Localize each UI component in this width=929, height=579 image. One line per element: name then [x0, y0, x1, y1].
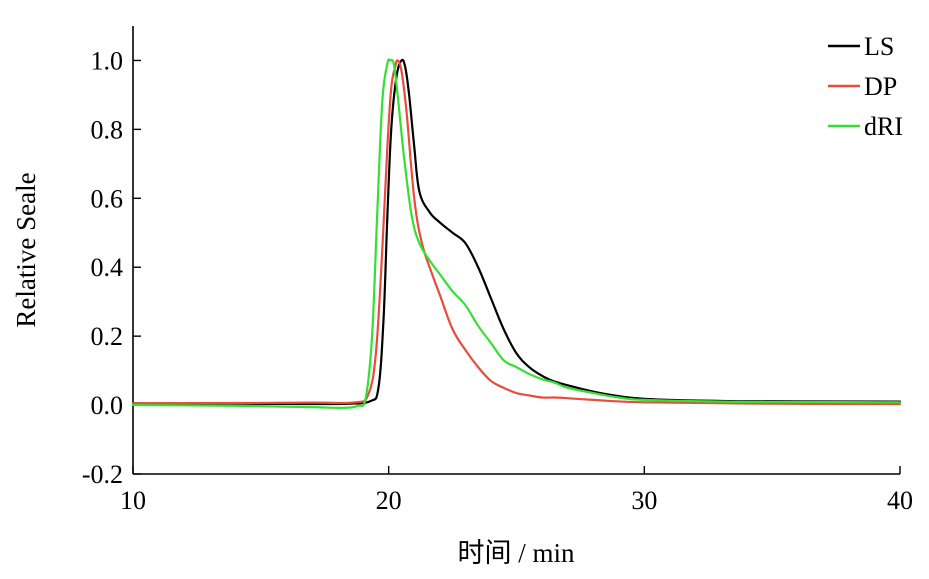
series-group — [131, 58, 902, 409]
x-axis-title: 时间 / min — [457, 538, 575, 568]
x-ticks: 10 20 30 40 — [120, 466, 913, 515]
y-tick-label: 1.0 — [91, 46, 124, 75]
y-tick-label: -0.2 — [82, 460, 123, 489]
x-tick-label: 10 — [120, 486, 146, 515]
y-tick-label: 0.4 — [91, 253, 124, 282]
x-tick-label: 20 — [376, 486, 402, 515]
y-tick-label: 0.8 — [91, 115, 124, 144]
x-tick-label: 30 — [631, 486, 657, 515]
series-line-dri — [131, 58, 902, 409]
x-tick-label: 40 — [887, 486, 913, 515]
plot-area: 10 20 30 40 -0.2 0.0 0.2 0.4 0.6 0.8 1.0 — [82, 26, 913, 515]
y-tick-label: 0.6 — [91, 184, 124, 213]
legend-label-ls: LS — [864, 32, 894, 61]
legend-label-dri: dRI — [864, 112, 903, 141]
y-ticks: -0.2 0.0 0.2 0.4 0.6 0.8 1.0 — [82, 46, 141, 489]
series-line-ls — [131, 58, 902, 406]
legend-label-dp: DP — [864, 72, 897, 101]
legend: LS DP dRI — [828, 32, 903, 141]
series-line-dp — [131, 59, 902, 406]
y-tick-label: 0.0 — [91, 391, 124, 420]
y-axis-title: Relative Seale — [11, 172, 41, 327]
y-tick-label: 0.2 — [91, 322, 124, 351]
